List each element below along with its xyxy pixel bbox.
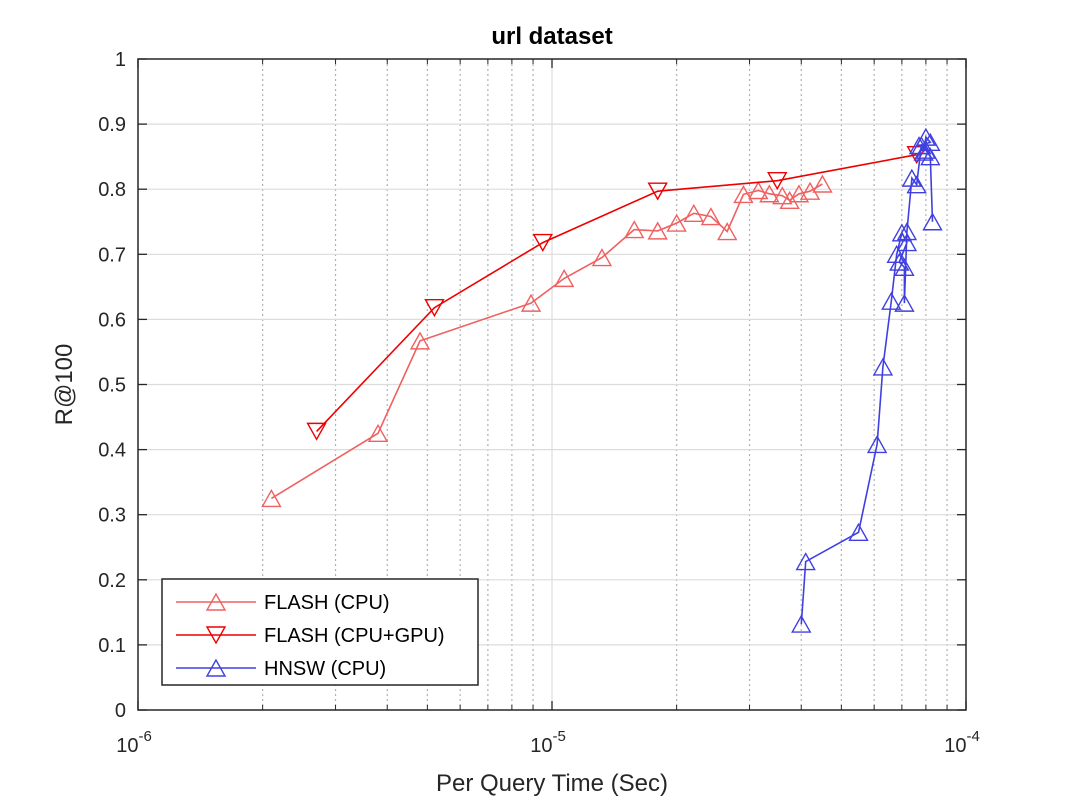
data-point-marker: [812, 174, 833, 193]
data-point-marker: [700, 207, 722, 226]
y-tick-label: 0.9: [98, 114, 126, 136]
data-point-marker: [906, 175, 927, 194]
data-point-marker: [306, 422, 327, 441]
legend-marker: [205, 626, 227, 645]
y-tick-label: 0.6: [98, 309, 126, 331]
y-tick-label: 0.7: [98, 244, 126, 266]
legend-marker: [205, 658, 227, 677]
y-tick-label: 0.4: [98, 440, 126, 462]
data-point-marker: [424, 298, 445, 318]
series-layer: [261, 127, 943, 633]
y-tick-label: 1: [115, 49, 126, 71]
axis-ticks: 10-6 10-5 10-4 0 0.1 0.2 0.3 0.4 0.5 0.6 0.7 0.8 0.9…: [98, 49, 980, 757]
y-tick-label: 0.3: [98, 505, 126, 527]
data-point-marker: [894, 257, 915, 277]
legend: FLASH (CPU) FLASH (CPU+GPU) HNSW (CPU): [161, 578, 479, 686]
data-point-marker: [896, 233, 918, 252]
legend-marker: [205, 592, 227, 611]
data-point-marker: [553, 268, 575, 288]
y-tick-label: 0.1: [98, 635, 126, 657]
x-tick-label: 10-4: [944, 728, 980, 757]
data-point-marker: [666, 213, 687, 232]
legend-label: FLASH (CPU+GPU): [264, 625, 445, 647]
data-point-marker: [920, 147, 941, 166]
data-point-marker: [591, 248, 613, 267]
data-point-marker: [409, 331, 431, 350]
data-point-marker: [779, 190, 800, 209]
legend-label: FLASH (CPU): [264, 592, 390, 614]
data-point-marker: [532, 233, 553, 253]
series-3: [791, 127, 943, 633]
data-point-marker: [894, 293, 915, 312]
y-tick-label: 0: [115, 700, 126, 722]
chart-title: url dataset: [491, 23, 612, 50]
data-point-marker: [767, 172, 788, 191]
data-point-marker: [772, 186, 793, 205]
data-point-marker: [922, 212, 943, 231]
data-point-marker: [872, 357, 894, 376]
data-point-marker: [759, 184, 780, 203]
data-point-marker: [748, 181, 769, 200]
data-point-marker: [791, 614, 812, 633]
series-line: [316, 153, 917, 432]
y-axis-title: R@100: [51, 344, 78, 426]
x-axis-title: Per Query Time (Sec): [436, 770, 668, 797]
x-tick-label: 10-5: [530, 728, 566, 757]
data-point-marker: [896, 222, 918, 241]
data-point-marker: [717, 222, 738, 241]
y-tick-label: 0.5: [98, 375, 126, 397]
data-point-marker: [520, 293, 542, 312]
data-point-marker: [889, 252, 910, 271]
series-2: [306, 145, 927, 441]
y-tick-label: 0.2: [98, 570, 126, 592]
data-point-marker: [647, 221, 668, 240]
data-point-marker: [624, 220, 645, 239]
x-tick-label: 10-6: [116, 728, 152, 757]
legend-label: HNSW (CPU): [264, 658, 386, 680]
data-point-marker: [848, 522, 869, 541]
data-point-marker: [795, 552, 816, 571]
data-point-marker: [367, 423, 389, 443]
y-tick-label: 0.8: [98, 179, 126, 201]
data-point-marker: [915, 127, 937, 146]
data-point-marker: [866, 434, 888, 454]
data-point-marker: [733, 184, 754, 204]
data-point-marker: [891, 223, 913, 242]
data-point-marker: [886, 244, 907, 263]
data-point-marker: [647, 182, 668, 201]
data-point-marker: [683, 203, 704, 222]
series-1: [261, 174, 833, 508]
data-point-marker: [261, 488, 282, 508]
data-point-marker: [881, 291, 902, 310]
